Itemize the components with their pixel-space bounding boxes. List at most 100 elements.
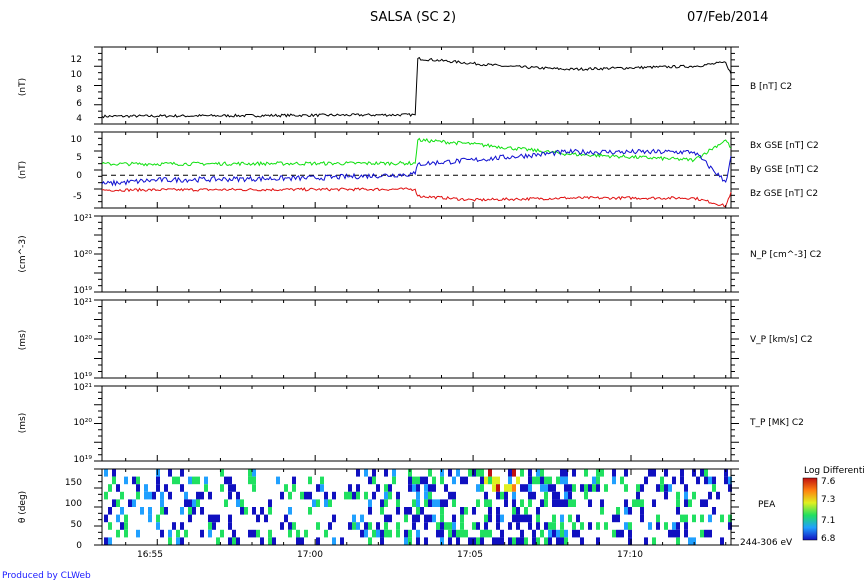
heatmap-cell <box>508 484 512 492</box>
heatmap-cell <box>452 499 456 507</box>
heatmap-cell <box>432 514 436 523</box>
heatmap-cell <box>132 499 136 507</box>
heatmap-cell <box>548 522 552 530</box>
heatmap-cell <box>536 537 540 545</box>
colorbar-tick: 6.8 <box>821 534 836 544</box>
heatmap-cell <box>180 537 184 545</box>
heatmap-cell <box>512 491 516 500</box>
heatmap-cell <box>128 499 132 507</box>
heatmap-cell <box>384 484 388 492</box>
heatmap-cell <box>548 476 552 485</box>
heatmap-cell <box>564 469 568 477</box>
heatmap-cell <box>472 522 476 530</box>
heatmap-cell <box>512 469 516 477</box>
credit-link[interactable]: Produced by CLWeb <box>2 571 91 581</box>
heatmap-cell <box>416 476 420 485</box>
heatmap-cell <box>452 476 456 485</box>
heatmap-cell <box>672 529 676 538</box>
heatmap-cell <box>640 514 644 523</box>
heatmap-cell <box>576 529 580 538</box>
heatmap-cell <box>504 484 508 492</box>
heatmap-cell <box>340 537 344 545</box>
heatmap-cell <box>476 484 480 492</box>
panel-b-ylabel: (nT) <box>18 78 28 96</box>
heatmap-cell <box>668 484 672 492</box>
heatmap-cell <box>552 484 556 492</box>
heatmap-cell <box>496 514 500 523</box>
heatmap-cell <box>172 476 176 485</box>
heatmap-cell <box>564 476 568 485</box>
heatmap-cell <box>552 514 556 523</box>
heatmap-cell <box>668 529 672 538</box>
heatmap-cell <box>500 529 504 538</box>
heatmap-cell <box>180 522 184 530</box>
heatmap-cell <box>544 537 548 545</box>
panel-pea-ytick: 100 <box>65 499 82 509</box>
heatmap-cell <box>324 499 328 507</box>
heatmap-cell <box>592 484 596 492</box>
heatmap-cell <box>220 529 224 538</box>
heatmap-cell <box>708 529 712 538</box>
heatmap-cell <box>352 514 356 523</box>
heatmap-cell <box>252 529 256 538</box>
heatmap-cell <box>728 476 732 485</box>
heatmap-cell <box>448 469 452 477</box>
heatmap-cell <box>684 484 688 492</box>
heatmap-cell <box>292 522 296 530</box>
heatmap-cell <box>256 529 260 538</box>
heatmap-cell <box>656 522 660 530</box>
heatmap-cell <box>404 537 408 545</box>
heatmap-cell <box>296 537 300 545</box>
heatmap-cell <box>172 522 176 530</box>
heatmap-cell <box>552 529 556 538</box>
heatmap-cell <box>148 514 152 523</box>
heatmap-cell <box>416 484 420 492</box>
heatmap-cell <box>188 507 192 515</box>
heatmap-cell <box>104 491 108 500</box>
heatmap-cell <box>192 507 196 515</box>
heatmap-cell <box>564 499 568 507</box>
heatmap-cell <box>600 499 604 507</box>
heatmap-cell <box>488 507 492 515</box>
heatmap-cell <box>352 522 356 530</box>
heatmap-cell <box>520 514 524 523</box>
heatmap-cell <box>484 514 488 523</box>
heatmap-cell <box>280 491 284 500</box>
heatmap-cell <box>424 476 428 485</box>
heatmap-cell <box>464 507 468 515</box>
panel-pea-ytick: 50 <box>71 520 83 530</box>
heatmap-cell <box>332 537 336 545</box>
heatmap-cell <box>428 491 432 500</box>
panel-np-series-label: N_P [cm^-3] C2 <box>750 250 822 260</box>
heatmap-cell <box>352 491 356 500</box>
heatmap-cell <box>416 529 420 538</box>
heatmap-cell <box>372 469 376 477</box>
panel-vp: (ms) V_P [km/s] C2 10¹⁹ 10²⁰ 10²¹ <box>18 298 813 382</box>
heatmap-cell <box>552 522 556 530</box>
heatmap-cell <box>640 484 644 492</box>
heatmap-cell <box>320 484 324 492</box>
heatmap-cell <box>700 514 704 523</box>
heatmap-cell <box>532 491 536 500</box>
heatmap-cell <box>108 522 112 530</box>
heatmap-cell <box>652 499 656 507</box>
heatmap-cell <box>312 499 316 507</box>
heatmap-cell <box>368 522 372 530</box>
heatmap-cell <box>164 484 168 492</box>
heatmap-cell <box>616 514 620 523</box>
heatmap-cell <box>316 537 320 545</box>
heatmap-cell <box>228 537 232 545</box>
heatmap-cell <box>688 499 692 507</box>
heatmap-cell <box>392 469 396 477</box>
heatmap-cell <box>656 484 660 492</box>
heatmap-cell <box>512 537 516 545</box>
heatmap-cell <box>496 484 500 492</box>
panel-np-ytick: 10²⁰ <box>73 250 92 260</box>
heatmap-cell <box>496 491 500 500</box>
heatmap-cell <box>568 484 572 492</box>
heatmap-cell <box>532 537 536 545</box>
heatmap-cell <box>480 529 484 538</box>
axis-ticks <box>94 46 739 546</box>
panel-np-frame <box>101 215 732 293</box>
heatmap-cell <box>488 529 492 538</box>
